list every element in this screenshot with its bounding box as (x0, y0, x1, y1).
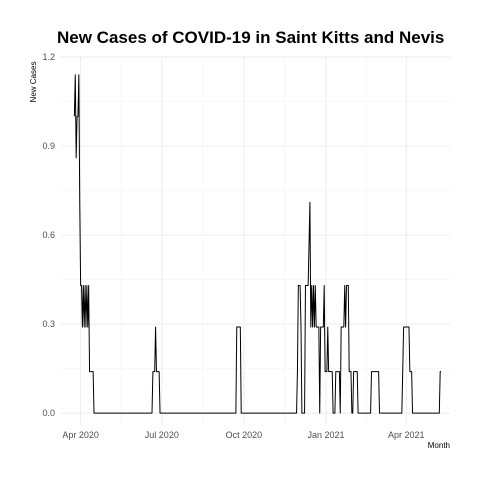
plot-grid (61, 56, 450, 425)
x-tick-label: Jan 2021 (307, 430, 344, 440)
x-tick-label: Oct 2020 (226, 430, 263, 440)
x-axis-ticks: Apr 2020 Jul 2020 Oct 2020 Jan 2021 Apr 2021 (62, 430, 424, 440)
chart-title: New Cases of COVID-19 in Saint Kitts and… (57, 28, 444, 47)
x-tick-label: Apr 2020 (62, 430, 99, 440)
x-tick-label: Apr 2021 (388, 430, 425, 440)
y-tick-label: 0.9 (42, 141, 55, 151)
series-layer (73, 74, 442, 414)
x-tick-label: Jul 2020 (145, 430, 179, 440)
y-axis-title: New Cases (29, 62, 38, 103)
series-line-0 (73, 74, 442, 414)
x-axis-title: Month (428, 441, 450, 450)
y-tick-label: 0.0 (42, 408, 55, 418)
y-tick-label: 0.3 (42, 319, 55, 329)
y-axis-ticks: 0.0 0.3 0.6 0.9 1.2 (42, 52, 55, 418)
y-tick-label: 0.6 (42, 230, 55, 240)
y-tick-label: 1.2 (42, 52, 55, 62)
